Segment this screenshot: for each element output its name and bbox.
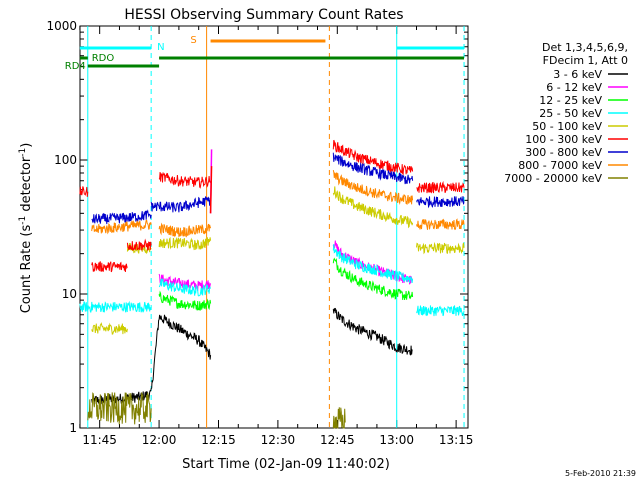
y-axis-label: Count Rate (s-1 detector-1) (18, 143, 34, 314)
x-tick-label: 12:45 (320, 433, 355, 447)
series-7000-20000keV (87, 392, 346, 429)
y-axis-label-sup1: -1 (18, 216, 28, 225)
y-axis-label-main: Count Rate (s (19, 225, 34, 314)
legend-entry-label: 3 - 6 keV (553, 68, 602, 81)
x-tick-label: 11:45 (82, 433, 117, 447)
legend-entry-label: 800 - 7000 keV (518, 159, 602, 172)
series-line (332, 186, 414, 229)
legend-entry-label: 100 - 300 keV (525, 133, 602, 146)
series-line (91, 209, 152, 225)
y-tick-label: 1 (69, 421, 77, 435)
series-line (158, 273, 212, 291)
series-line (332, 407, 346, 429)
series-line (79, 300, 152, 314)
series-line (332, 139, 414, 176)
series-300-800keV (91, 152, 465, 225)
plot-area: 1 10 100 1000 11:45 12:00 12:15 12:30 12:45 13:00… (46, 19, 473, 447)
series-line (416, 218, 465, 231)
x-tick-label: 12:00 (142, 433, 177, 447)
x-tick-label: 13:00 (379, 433, 414, 447)
series-line (158, 236, 212, 251)
flare-spike (209, 166, 213, 214)
series-25-50keV (79, 244, 465, 317)
legend-entry-label: 12 - 25 keV (539, 94, 602, 107)
series-line (332, 257, 414, 301)
series-line (332, 169, 414, 205)
series-12-25keV (158, 257, 414, 311)
x-tick-label: 12:30 (261, 433, 296, 447)
series-100-300keV (79, 139, 465, 273)
x-tick-label: 13:15 (439, 433, 474, 447)
series-line (416, 196, 465, 209)
timestamp-footer: 5-Feb-2010 21:39 (565, 469, 636, 478)
y-tick-label: 1000 (46, 19, 77, 33)
series-line (416, 241, 465, 255)
series-50-100keV (91, 186, 465, 335)
legend: Det 1,3,4,5,6,9,FDecim 1, Att 03 - 6 keV… (504, 41, 628, 185)
legend-entry-label: 7000 - 20000 keV (504, 172, 602, 185)
x-axis-label: Start Time (02-Jan-09 11:40:02) (182, 457, 390, 472)
y-tick-label: 100 (54, 153, 77, 167)
y-axis-label-sup2: -1 (18, 148, 28, 157)
series-line (79, 186, 89, 197)
legend-entry-label: 300 - 800 keV (525, 146, 602, 159)
series-line (91, 322, 128, 335)
series-line (91, 219, 152, 235)
rdo-label: RDO (92, 53, 115, 64)
series-line (416, 180, 465, 194)
legend-header: Det 1,3,4,5,6,9, (542, 41, 628, 54)
y-tick-label: 10 (62, 287, 77, 301)
plot-frame (79, 25, 469, 429)
legend-entry-label: 50 - 100 keV (532, 120, 602, 133)
series-line (158, 278, 212, 297)
series-line (91, 261, 128, 273)
series-line (332, 244, 414, 283)
series-800-7000keV (91, 169, 465, 238)
legend-entry-label: 6 - 12 keV (546, 81, 602, 94)
series-line (87, 392, 152, 425)
rd4-label: RD4 (65, 61, 86, 72)
n-label: N (157, 42, 164, 53)
chart-title: HESSI Observing Summary Count Rates (124, 7, 403, 23)
series-line (332, 152, 414, 185)
series-line (158, 171, 212, 189)
y-axis-label-end: ) (19, 143, 34, 148)
series-line (158, 290, 212, 311)
x-tick-label: 12:15 (201, 433, 236, 447)
y-axis-label-mid: detector (19, 156, 34, 216)
series-line (158, 222, 212, 238)
series-line (150, 201, 160, 212)
series-line (126, 238, 152, 252)
legend-entry-label: 25 - 50 keV (539, 107, 602, 120)
s-label: S (190, 35, 196, 46)
series-line (416, 305, 465, 317)
series-line (332, 307, 413, 356)
legend-header: FDecim 1, Att 0 (543, 54, 628, 67)
series-line (158, 196, 211, 213)
